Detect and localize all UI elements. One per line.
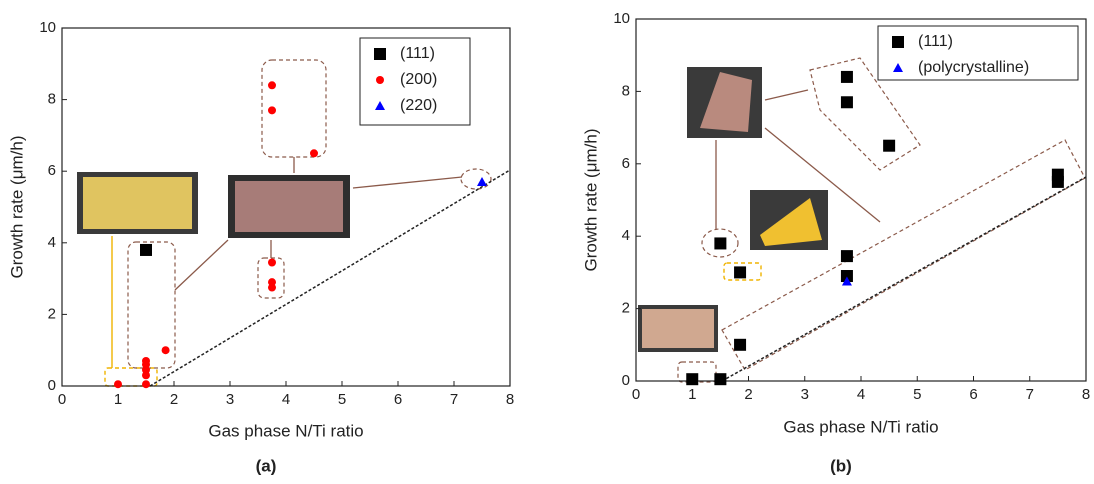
legend-label: (111)	[400, 45, 435, 62]
marker-circle	[376, 76, 384, 84]
caption: (b)	[830, 456, 852, 475]
y-tick-label: 2	[48, 305, 56, 322]
marker-triangle	[893, 63, 903, 72]
y-axis-label: Growth rate (μm/h)	[7, 136, 26, 279]
y-tick-label: 8	[622, 82, 630, 99]
photo-yellow	[83, 177, 192, 229]
marker-square	[714, 237, 727, 250]
y-tick-label: 6	[48, 162, 56, 179]
highlight	[127, 241, 176, 369]
y-axis-label: Growth rate (μm/h)	[581, 129, 600, 272]
x-tick-label: 6	[394, 391, 402, 408]
legend-label: (220)	[400, 97, 437, 114]
y-tick-label: 10	[39, 19, 56, 36]
arrow	[174, 239, 229, 291]
marker-circle	[268, 106, 276, 115]
marker-circle	[161, 346, 170, 355]
x-tick-label: 6	[969, 386, 977, 403]
y-tick-label: 4	[48, 234, 56, 251]
arrow	[764, 89, 809, 101]
marker-circle	[268, 258, 276, 267]
y-tick-label: 4	[622, 227, 630, 244]
marker-triangle	[841, 276, 852, 286]
highlight	[261, 59, 327, 158]
x-tick-label: 8	[1082, 386, 1090, 403]
x-tick-label: 1	[114, 391, 122, 408]
caption: (a)	[256, 456, 277, 475]
marker-circle	[114, 380, 122, 389]
marker-circle	[268, 283, 276, 292]
highlight	[721, 139, 1086, 371]
legend-label: (111)	[918, 33, 953, 50]
legend-label: (polycrystalline)	[918, 59, 1029, 76]
marker-circle	[268, 81, 276, 90]
y-tick-label: 6	[622, 155, 630, 172]
marker-square	[374, 48, 386, 60]
photo-beige	[642, 309, 714, 348]
x-tick-label: 4	[282, 391, 290, 408]
photo-pink	[235, 181, 343, 232]
legend-box	[877, 25, 1079, 81]
photo-yellow	[760, 198, 822, 246]
x-tick-label: 5	[913, 386, 921, 403]
x-tick-label: 0	[632, 386, 640, 403]
marker-square	[140, 243, 152, 256]
highlight	[460, 168, 492, 190]
x-tick-label: 2	[170, 391, 178, 408]
marker-circle	[310, 149, 318, 158]
highlight	[104, 367, 158, 387]
marker-square	[892, 36, 904, 48]
x-tick-label: 4	[857, 386, 865, 403]
marker-square	[840, 70, 853, 83]
marker-square	[883, 139, 896, 152]
photo-pink	[700, 72, 752, 132]
x-tick-label: 7	[450, 391, 458, 408]
y-tick-label: 0	[48, 377, 56, 394]
x-tick-label: 2	[744, 386, 752, 403]
highlight	[723, 262, 762, 281]
marker-square	[840, 270, 853, 283]
marker-square	[734, 338, 747, 351]
x-tick-label: 0	[58, 391, 66, 408]
marker-square	[840, 96, 853, 109]
marker-square	[714, 373, 727, 386]
marker-circle	[142, 380, 150, 389]
y-tick-label: 8	[48, 91, 56, 108]
marker-square	[734, 266, 747, 279]
marker-square	[1051, 175, 1064, 188]
marker-triangle	[375, 101, 385, 110]
marker-square	[840, 250, 853, 263]
x-tick-label: 3	[226, 391, 234, 408]
x-tick-label: 3	[801, 386, 809, 403]
x-axis-label: Gas phase N/Ti ratio	[783, 417, 938, 436]
trend-line	[721, 176, 1087, 382]
marker-square	[686, 373, 699, 386]
legend-label: (200)	[400, 71, 437, 88]
x-tick-label: 5	[338, 391, 346, 408]
x-tick-label: 8	[506, 391, 514, 408]
y-tick-label: 2	[622, 300, 630, 317]
marker-triangle	[477, 176, 487, 186]
y-tick-label: 10	[613, 10, 630, 27]
highlight	[701, 228, 739, 258]
highlight	[677, 361, 717, 383]
marker-circle	[142, 356, 150, 365]
arrow	[352, 176, 463, 189]
highlight	[809, 57, 921, 171]
x-tick-label: 7	[1026, 386, 1034, 403]
x-tick-label: 1	[688, 386, 696, 403]
y-tick-label: 0	[622, 372, 630, 389]
x-axis-label: Gas phase N/Ti ratio	[208, 421, 363, 440]
arrow	[764, 127, 881, 223]
